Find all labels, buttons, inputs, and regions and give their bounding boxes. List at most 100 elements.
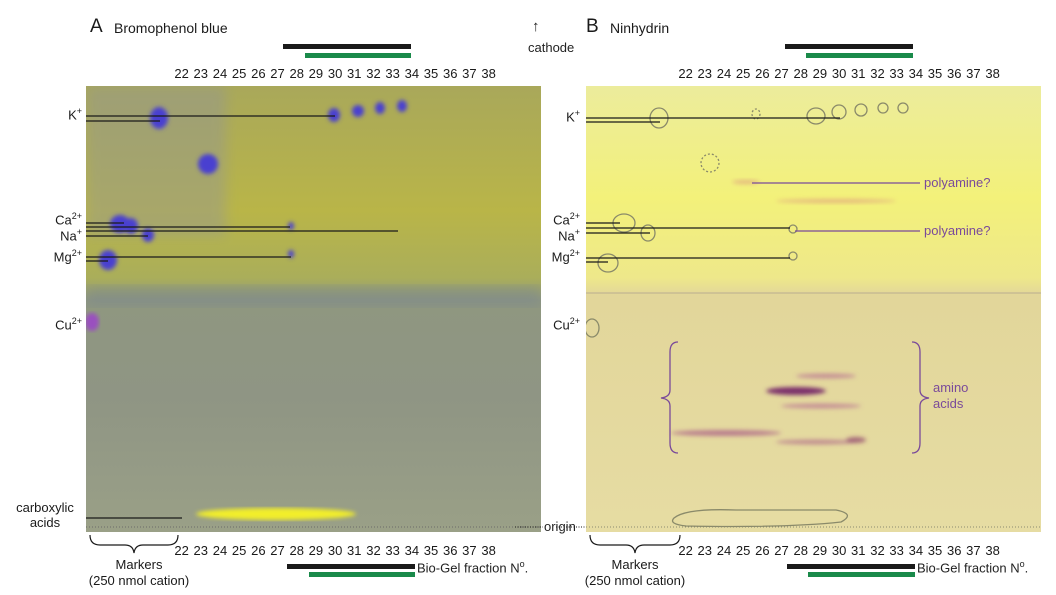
fraction-number: 23 xyxy=(193,543,209,558)
fraction-number: 33 xyxy=(385,543,400,558)
fraction-numbers-top-b: 22 23 24 25 26 27 28 29 30 31 32 33 34 35 36 37 38 xyxy=(676,66,1002,81)
origin-label: origin xyxy=(544,519,576,534)
fraction-number: 29 xyxy=(308,543,324,558)
plate-a xyxy=(86,86,541,532)
fraction-numbers-bottom-a: 22 23 24 25 26 27 28 29 30 31 32 33 34 35 36 37 38 xyxy=(172,543,498,558)
cathode-arrow: ↑ xyxy=(532,18,540,35)
fraction-number: 22 xyxy=(174,66,189,81)
ion-label-mg-a: Mg2+ xyxy=(53,248,82,265)
fraction-number: 36 xyxy=(442,543,458,558)
fraction-number: 22 xyxy=(678,66,693,81)
top-bar-black-b xyxy=(785,44,913,49)
panel-b-title: Ninhydrin xyxy=(610,20,670,36)
fraction-number: 24 xyxy=(212,66,228,81)
fraction-number: 28 xyxy=(289,543,304,558)
fraction-number: 27 xyxy=(774,66,789,81)
fraction-number: 31 xyxy=(347,66,362,81)
fraction-number: 23 xyxy=(697,543,713,558)
fraction-number: 24 xyxy=(716,66,732,81)
fraction-number: 29 xyxy=(812,543,828,558)
markers-caption-b: Markers (250 nmol cation) xyxy=(584,557,686,588)
fraction-number: 32 xyxy=(870,543,885,558)
ion-label-k-b: K+ xyxy=(566,108,580,125)
fraction-number: 35 xyxy=(927,66,943,81)
fraction-number: 25 xyxy=(735,543,751,558)
ion-label-ca-a: Ca2+ xyxy=(55,211,82,228)
polyamine-label-2: polyamine? xyxy=(924,223,991,238)
fraction-number: 36 xyxy=(946,66,962,81)
fraction-number: 26 xyxy=(251,66,266,81)
ion-label-ca-b: Ca2+ xyxy=(553,211,580,228)
polyamine-label-1: polyamine? xyxy=(924,175,991,190)
fraction-number: 38 xyxy=(481,543,496,558)
biogel-label-a: Bio-Gel fraction No. xyxy=(417,559,529,576)
fraction-number: 30 xyxy=(831,543,847,558)
bottom-bar-black-a xyxy=(287,564,415,569)
carboxylic-acids-label: carboxylic acids xyxy=(16,500,74,530)
panel-b-letter: B xyxy=(586,16,599,37)
fraction-number: 29 xyxy=(308,66,324,81)
fraction-number: 33 xyxy=(889,543,904,558)
fraction-number: 27 xyxy=(270,543,285,558)
fraction-number: 29 xyxy=(812,66,828,81)
fraction-number: 34 xyxy=(908,543,924,558)
ion-label-k-a: K+ xyxy=(68,106,82,123)
fraction-number: 22 xyxy=(678,543,693,558)
bottom-bar-black-b xyxy=(787,564,915,569)
fraction-number: 30 xyxy=(327,66,343,81)
plate-b xyxy=(586,86,1041,532)
ion-label-cu-a: Cu2+ xyxy=(55,316,82,333)
fraction-number: 24 xyxy=(716,543,732,558)
biogel-label-b: Bio-Gel fraction No. xyxy=(917,559,1029,576)
fraction-numbers-bottom-b: 22 23 24 25 26 27 28 29 30 31 32 33 34 35 36 37 38 xyxy=(676,543,1002,558)
amino-acids-label: amino acids xyxy=(933,380,969,411)
fraction-number: 35 xyxy=(423,543,439,558)
ion-label-cu-b: Cu2+ xyxy=(553,316,580,333)
fraction-number: 22 xyxy=(174,543,189,558)
fraction-number: 27 xyxy=(774,543,789,558)
markers-caption-a: Markers (250 nmol cation) xyxy=(88,557,190,588)
panel-a-title: Bromophenol blue xyxy=(114,20,228,36)
fraction-number: 38 xyxy=(985,543,1000,558)
fraction-number: 37 xyxy=(462,543,477,558)
fraction-number: 32 xyxy=(366,543,381,558)
fraction-number: 25 xyxy=(231,543,247,558)
fraction-number: 26 xyxy=(755,543,770,558)
fraction-number: 31 xyxy=(851,66,866,81)
fraction-number: 36 xyxy=(442,66,458,81)
fraction-number: 34 xyxy=(908,66,924,81)
fraction-number: 32 xyxy=(366,66,381,81)
fraction-number: 30 xyxy=(327,543,343,558)
fraction-number: 31 xyxy=(851,543,866,558)
fraction-number: 25 xyxy=(231,66,247,81)
ion-label-na-a: Na+ xyxy=(60,227,82,244)
cathode-label: cathode xyxy=(528,40,575,55)
fraction-number: 37 xyxy=(966,66,981,81)
fraction-number: 33 xyxy=(385,66,400,81)
fraction-number: 38 xyxy=(481,66,496,81)
fraction-number: 36 xyxy=(946,543,962,558)
fraction-number: 37 xyxy=(462,66,477,81)
top-bar-green-a xyxy=(305,53,411,58)
bottom-bar-green-a xyxy=(309,572,415,577)
panel-a-letter: A xyxy=(90,16,103,37)
fraction-number: 31 xyxy=(347,543,362,558)
fraction-numbers-top-a: 22 23 24 25 26 27 28 29 30 31 32 33 34 35 36 37 38 xyxy=(172,66,498,81)
fraction-number: 35 xyxy=(927,543,943,558)
fraction-number: 37 xyxy=(966,543,981,558)
fraction-number: 28 xyxy=(793,66,808,81)
bottom-bar-green-b xyxy=(808,572,915,577)
fraction-number: 26 xyxy=(755,66,770,81)
top-bar-green-b xyxy=(806,53,913,58)
ion-label-mg-b: Mg2+ xyxy=(551,248,580,265)
fraction-number: 32 xyxy=(870,66,885,81)
fraction-number: 24 xyxy=(212,543,228,558)
fraction-number: 33 xyxy=(889,66,904,81)
fraction-number: 38 xyxy=(985,66,1000,81)
ion-label-na-b: Na+ xyxy=(558,227,580,244)
fraction-number: 28 xyxy=(793,543,808,558)
fraction-number: 23 xyxy=(697,66,713,81)
fraction-number: 30 xyxy=(831,66,847,81)
top-bar-black-a xyxy=(283,44,411,49)
